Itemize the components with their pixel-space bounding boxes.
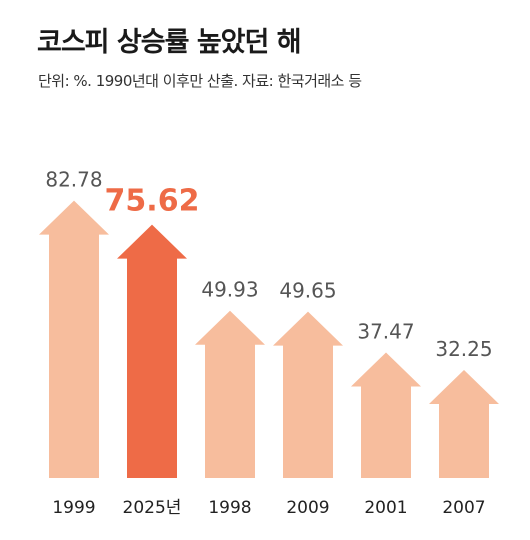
category-label-2009: 2009: [286, 498, 329, 518]
chart-subtitle: 단위: %. 1990년대 이후만 산출. 자료: 한국거래소 등: [38, 72, 362, 90]
category-label-1999: 1999: [52, 498, 95, 518]
value-label-1998: 49.93: [201, 278, 258, 302]
category-label-2001: 2001: [364, 498, 407, 518]
value-label-2009: 49.65: [279, 279, 336, 303]
bar-arrow-2001: [351, 352, 421, 478]
value-label-1999: 82.78: [45, 168, 102, 192]
bar-arrow-2025년: [117, 224, 187, 478]
category-label-1998: 1998: [208, 498, 251, 518]
value-label-2001: 37.47: [357, 319, 414, 343]
value-label-2025년: 75.62: [105, 184, 200, 219]
bar-arrow-1998: [195, 310, 265, 478]
bar-arrow-2009: [273, 311, 343, 478]
value-label-2007: 32.25: [435, 337, 492, 361]
bar-arrow-2007: [429, 369, 499, 478]
category-label-2007: 2007: [442, 498, 485, 518]
bar-arrow-1999: [39, 200, 109, 478]
category-label-2025년: 2025년: [123, 498, 182, 518]
chart-title: 코스피 상승률 높았던 해: [37, 27, 302, 58]
